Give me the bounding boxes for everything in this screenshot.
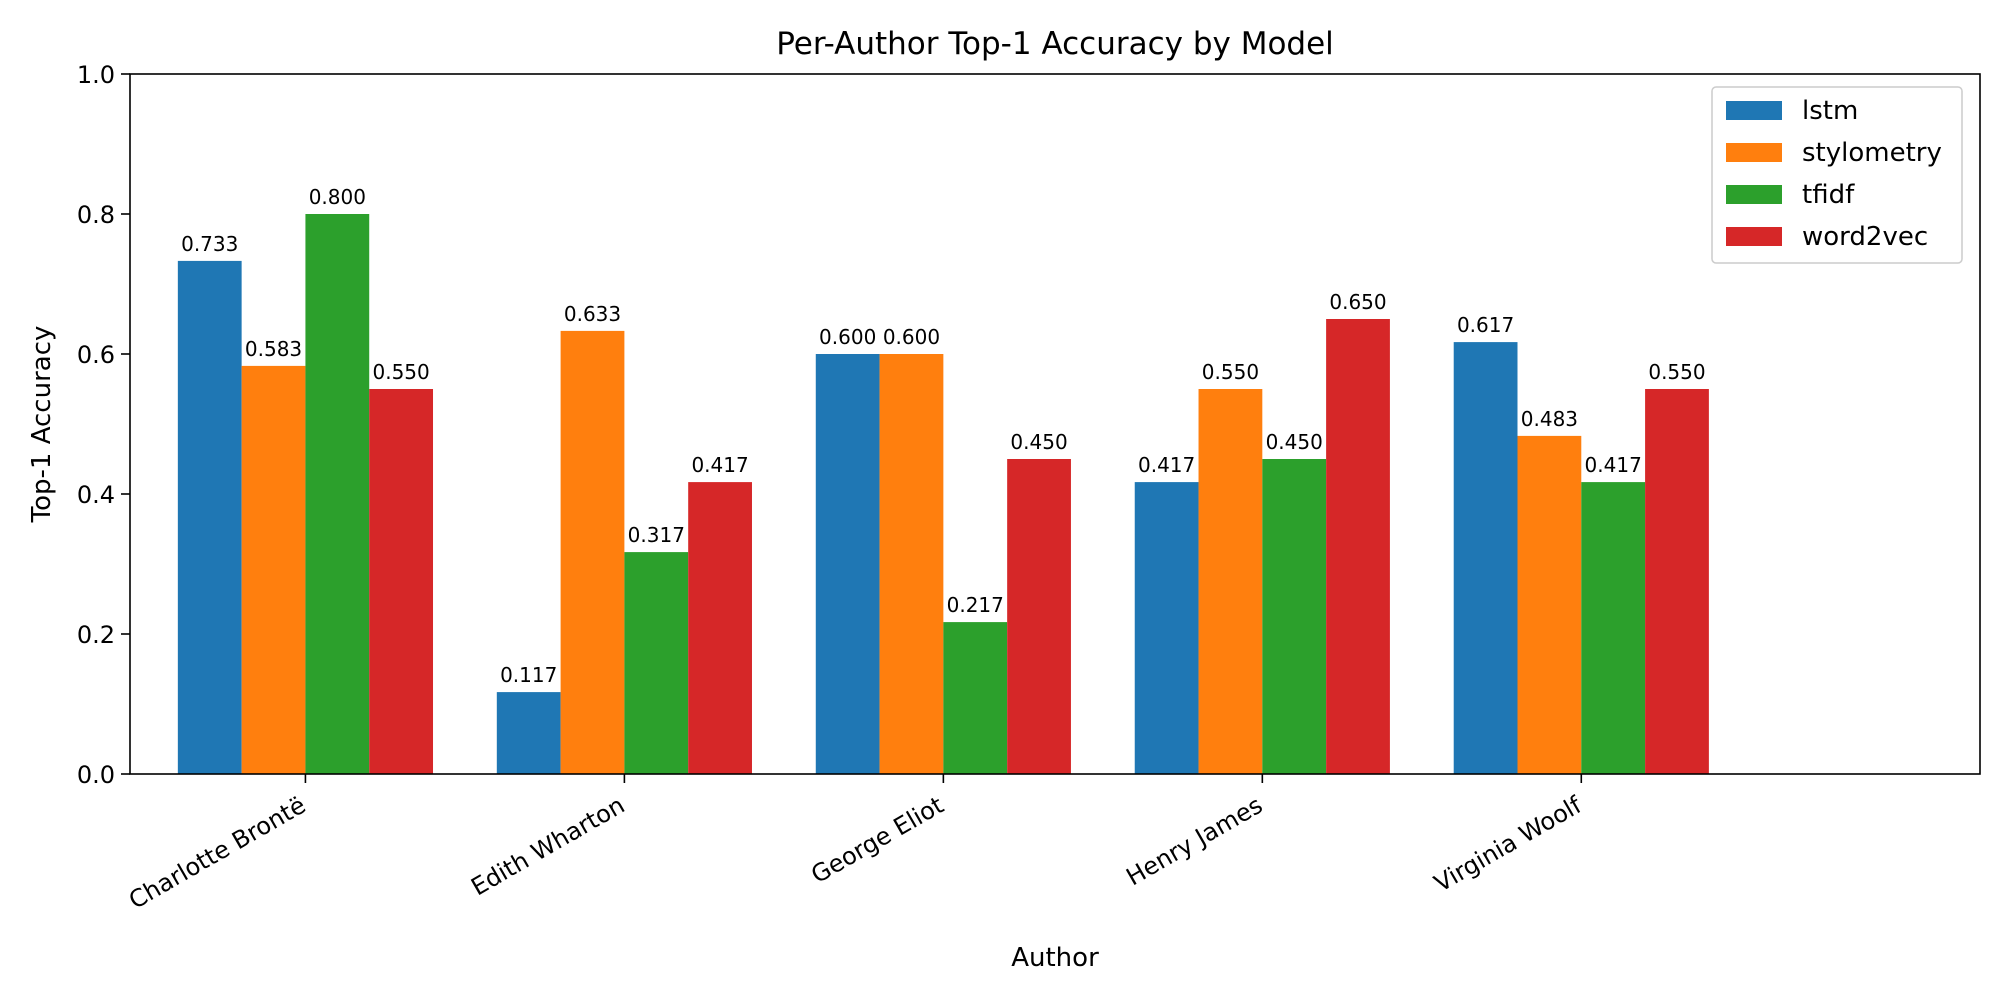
- bar-lstm-3: [1134, 482, 1199, 774]
- data-label: 0.733: [181, 232, 238, 256]
- y-tick-label: 0.8: [77, 201, 115, 229]
- legend-label-word2vec: word2vec: [1802, 222, 1928, 252]
- bar-word2vec-1: [688, 482, 752, 774]
- bar-word2vec-2: [1007, 459, 1071, 774]
- chart-title: Per-Author Top-1 Accuracy by Model: [776, 26, 1334, 62]
- bar-stylometry-2: [879, 354, 944, 774]
- x-tick-label: Virginia Woolf: [1429, 791, 1586, 898]
- data-label: 0.417: [691, 453, 748, 477]
- bar-stylometry-4: [1517, 435, 1582, 774]
- bar-tfidf-4: [1581, 482, 1646, 774]
- data-label: 0.450: [1266, 430, 1323, 454]
- bar-stylometry-3: [1198, 389, 1263, 774]
- legend-swatch-tfidf: [1726, 185, 1782, 204]
- data-labels-layer: 0.733 0.117 0.600 0.417 0.617 0.583 0.633 0.600…: [181, 185, 1706, 687]
- data-label: 0.417: [1138, 453, 1195, 477]
- legend-box: [1711, 86, 1963, 264]
- bars-layer: [177, 214, 1709, 774]
- data-label: 0.450: [1010, 430, 1067, 454]
- data-label: 0.550: [1648, 360, 1705, 384]
- data-label: 0.583: [245, 337, 302, 361]
- data-label: 0.600: [819, 325, 876, 349]
- y-tick-label: 0.4: [77, 481, 115, 509]
- legend-swatch-lstm: [1726, 101, 1782, 120]
- bar-lstm-0: [177, 260, 242, 774]
- x-axis-label: Author: [1011, 943, 1099, 973]
- legend-label-stylometry: stylometry: [1802, 138, 1942, 168]
- bar-tfidf-0: [305, 214, 370, 774]
- bar-word2vec-4: [1645, 389, 1709, 774]
- bar-tfidf-1: [624, 552, 689, 774]
- data-label: 0.633: [564, 302, 621, 326]
- plot-frame: [129, 73, 1981, 775]
- x-tick-label: Henry James: [1122, 791, 1268, 891]
- y-tick-label: 0.0: [77, 761, 115, 789]
- y-tick-label: 0.2: [77, 621, 115, 649]
- y-axis-label: Top-1 Accuracy: [27, 326, 57, 524]
- bar-lstm-4: [1453, 342, 1518, 774]
- legend-swatch-word2vec: [1726, 227, 1782, 246]
- data-label: 0.117: [500, 663, 557, 687]
- legend: lstm stylometry tfidf word2vec: [1711, 86, 1963, 264]
- legend-label-lstm: lstm: [1802, 96, 1858, 126]
- data-label: 0.617: [1457, 313, 1514, 337]
- bar-lstm-2: [815, 354, 880, 774]
- data-label: 0.217: [947, 593, 1004, 617]
- bar-tfidf-3: [1262, 459, 1327, 774]
- data-label: 0.550: [1202, 360, 1259, 384]
- bar-stylometry-0: [241, 365, 306, 774]
- data-label: 0.800: [309, 185, 366, 209]
- bar-lstm-1: [496, 692, 561, 774]
- x-tick-label: Charlotte Brontë: [124, 791, 310, 915]
- bar-word2vec-0: [369, 389, 434, 774]
- bar-tfidf-2: [943, 622, 1008, 774]
- data-label: 0.550: [372, 360, 429, 384]
- data-label: 0.600: [883, 325, 940, 349]
- legend-swatch-stylometry: [1726, 143, 1782, 162]
- data-label: 0.317: [628, 523, 685, 547]
- x-tick-label: Edith Wharton: [466, 791, 629, 901]
- data-label: 0.417: [1585, 453, 1642, 477]
- data-label: 0.650: [1329, 290, 1386, 314]
- bar-word2vec-3: [1326, 319, 1390, 774]
- bar-stylometry-1: [560, 330, 625, 774]
- y-tick-label: 0.6: [77, 341, 115, 369]
- x-axis: Charlotte Brontë Edith Wharton George Elio…: [124, 774, 1587, 915]
- legend-label-tfidf: tfidf: [1802, 180, 1855, 210]
- x-tick-label: George Eliot: [806, 791, 948, 889]
- y-tick-label: 1.0: [77, 61, 115, 89]
- y-axis: 0.0 0.2 0.4 0.6 0.8 1.0: [77, 61, 130, 789]
- data-label: 0.483: [1521, 407, 1578, 431]
